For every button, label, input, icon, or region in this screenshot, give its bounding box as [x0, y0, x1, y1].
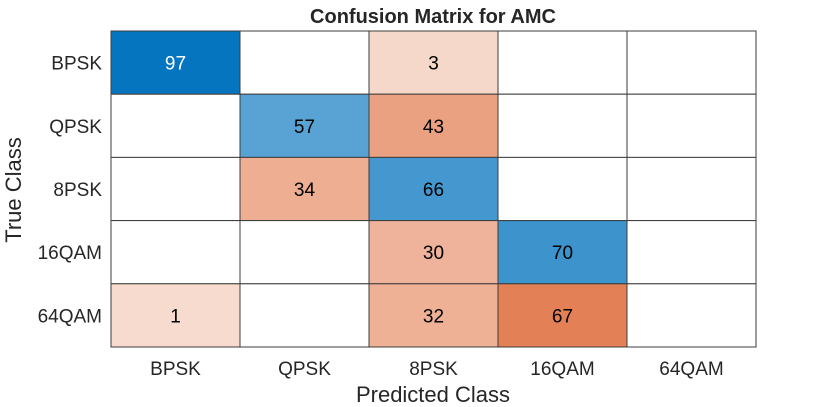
cell-value-4-2: 32: [423, 306, 444, 327]
x-tick-label: QPSK: [278, 359, 331, 380]
matrix-cell-1-2: [368, 93, 499, 158]
x-tick-labels: BPSK QPSK 8PSK 16QAM 64QAM: [150, 359, 724, 380]
cell-value-1-2: 43: [423, 117, 444, 138]
matrix-cell-1-1: [239, 93, 370, 158]
y-tick-label: BPSK: [51, 54, 102, 75]
y-tick-label: 8PSK: [53, 180, 102, 201]
cell-value-0-2: 3: [428, 54, 439, 75]
y-tick-label: 64QAM: [38, 306, 102, 327]
x-tick-label: 64QAM: [659, 359, 723, 380]
matrix-cell-4-2: [368, 283, 499, 348]
x-tick-label: BPSK: [150, 359, 201, 380]
matrix-cell-0-1: [239, 30, 370, 95]
matrix-cell-1-3: [497, 93, 628, 158]
cell-value-2-2: 66: [423, 180, 444, 201]
x-tick-label: 8PSK: [409, 359, 458, 380]
x-tick-label: 16QAM: [530, 359, 594, 380]
matrix-cell-3-0: [110, 220, 241, 285]
matrix-cell-4-1: [239, 283, 370, 348]
cell-value-3-2: 30: [423, 243, 444, 264]
cell-value-3-3: 70: [552, 243, 573, 264]
matrix-cell-3-4: [626, 220, 757, 285]
matrix-cells: 97 3 57 43 34 66 30 70 1 32 67: [110, 30, 757, 348]
matrix-cell-3-1: [239, 220, 370, 285]
matrix-cell-4-4: [626, 283, 757, 348]
matrix-cell-1-4: [626, 93, 757, 158]
matrix-cell-0-0: [110, 30, 241, 95]
chart-title: Confusion Matrix for AMC: [310, 6, 556, 28]
matrix-cell-0-4: [626, 30, 757, 95]
matrix-cell-2-4: [626, 156, 757, 222]
matrix-cell-2-3: [497, 156, 628, 222]
cell-value-1-1: 57: [294, 117, 315, 138]
matrix-cell-4-0: [110, 283, 241, 348]
matrix-cell-2-0: [110, 156, 241, 222]
cell-value-4-3: 67: [552, 306, 573, 327]
y-axis-label: True Class: [1, 137, 26, 243]
matrix-cell-2-1: [239, 156, 370, 222]
matrix-cell-1-0: [110, 93, 241, 158]
matrix-cell-0-2: [368, 30, 499, 95]
cell-value-2-1: 34: [294, 180, 316, 201]
y-tick-label: 16QAM: [38, 243, 102, 264]
matrix-cell-2-2: [368, 156, 499, 222]
matrix-cell-0-3: [497, 30, 628, 95]
y-tick-labels: BPSK QPSK 8PSK 16QAM 64QAM: [38, 54, 103, 328]
x-axis-label: Predicted Class: [356, 382, 510, 407]
cell-value-0-0: 97: [165, 54, 186, 75]
cell-value-4-0: 1: [170, 306, 181, 327]
matrix-cell-3-3: [497, 220, 628, 285]
y-tick-label: QPSK: [49, 117, 102, 138]
